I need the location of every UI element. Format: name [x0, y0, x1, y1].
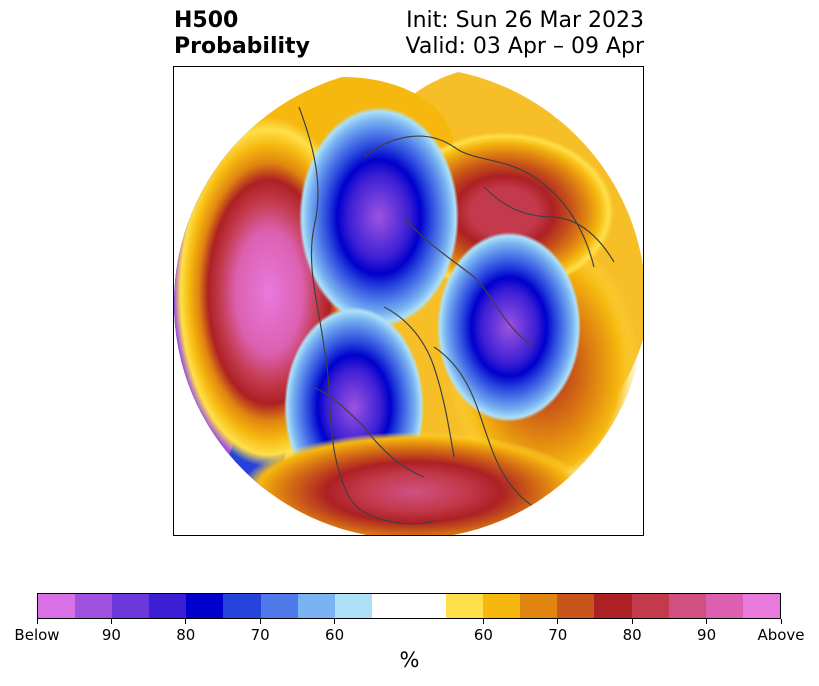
colorbar-swatch: [668, 594, 706, 618]
colorbar-tick: [557, 619, 559, 624]
colorbar-swatch: [408, 594, 447, 618]
colorbar-swatch: [446, 594, 484, 618]
colorbar-ticks: [0, 619, 819, 625]
colorbar-swatch: [38, 594, 76, 618]
colorbar-swatch: [557, 594, 595, 618]
coastlines: [298, 106, 615, 525]
colorbar-tick-labels: Below 90 80 70 60 60 70 80 90 Above: [0, 626, 819, 646]
title-block: H500 Probability: [174, 8, 310, 60]
colorbar-swatch: [742, 594, 780, 618]
colorbar-tick-label: 80: [176, 626, 196, 644]
colorbar-tick-label: 60: [325, 626, 345, 644]
colorbar-swatch: [520, 594, 558, 618]
colorbar-unit-label: %: [399, 648, 420, 672]
colorbar-tick: [706, 619, 708, 624]
valid-date: Valid: 03 Apr – 09 Apr: [405, 34, 645, 59]
colorbar-tick: [259, 619, 261, 624]
date-block: Init: Sun 26 Mar 2023 Valid: 03 Apr – 09…: [406, 8, 645, 60]
colorbar-swatch: [75, 594, 113, 618]
colorbar: [37, 593, 781, 619]
colorbar-swatch: [260, 594, 298, 618]
colorbar-swatch: [297, 594, 335, 618]
colorbar-tick: [185, 619, 187, 624]
colorbar-tick-label: Below: [14, 626, 60, 644]
colorbar-swatch: [223, 594, 261, 618]
colorbar-swatch: [334, 594, 372, 618]
colorbar-swatch: [483, 594, 521, 618]
canada-below-anomaly: [299, 107, 459, 327]
colorbar-tick-label: 70: [250, 626, 270, 644]
colorbar-tick-label: 60: [473, 626, 493, 644]
title-product: Probability: [174, 34, 310, 59]
colorbar-tick: [780, 619, 782, 624]
title-variable: H500: [174, 8, 239, 33]
colorbar-tick-label: 90: [101, 626, 121, 644]
init-date: Init: Sun 26 Mar 2023: [406, 8, 644, 33]
colorbar-tick-label: Above: [757, 626, 805, 644]
colorbar-tick-label: 80: [622, 626, 642, 644]
barents-below-anomaly: [437, 232, 581, 422]
probability-map: [173, 66, 644, 536]
colorbar-tick: [631, 619, 633, 624]
colorbar-tick: [36, 619, 38, 624]
colorbar-tick-label: 90: [697, 626, 717, 644]
colorbar-tick: [110, 619, 112, 624]
colorbar-swatch: [594, 594, 632, 618]
colorbar-swatch: [371, 594, 409, 618]
colorbar-swatch: [186, 594, 224, 618]
colorbar-tick-label: 70: [548, 626, 568, 644]
colorbar-tick: [482, 619, 484, 624]
colorbar-swatch: [112, 594, 150, 618]
colorbar-tick: [334, 619, 336, 624]
colorbar-swatch: [705, 594, 743, 618]
colorbar-swatch: [149, 594, 187, 618]
map-canvas: [174, 67, 643, 535]
colorbar-swatch: [631, 594, 669, 618]
